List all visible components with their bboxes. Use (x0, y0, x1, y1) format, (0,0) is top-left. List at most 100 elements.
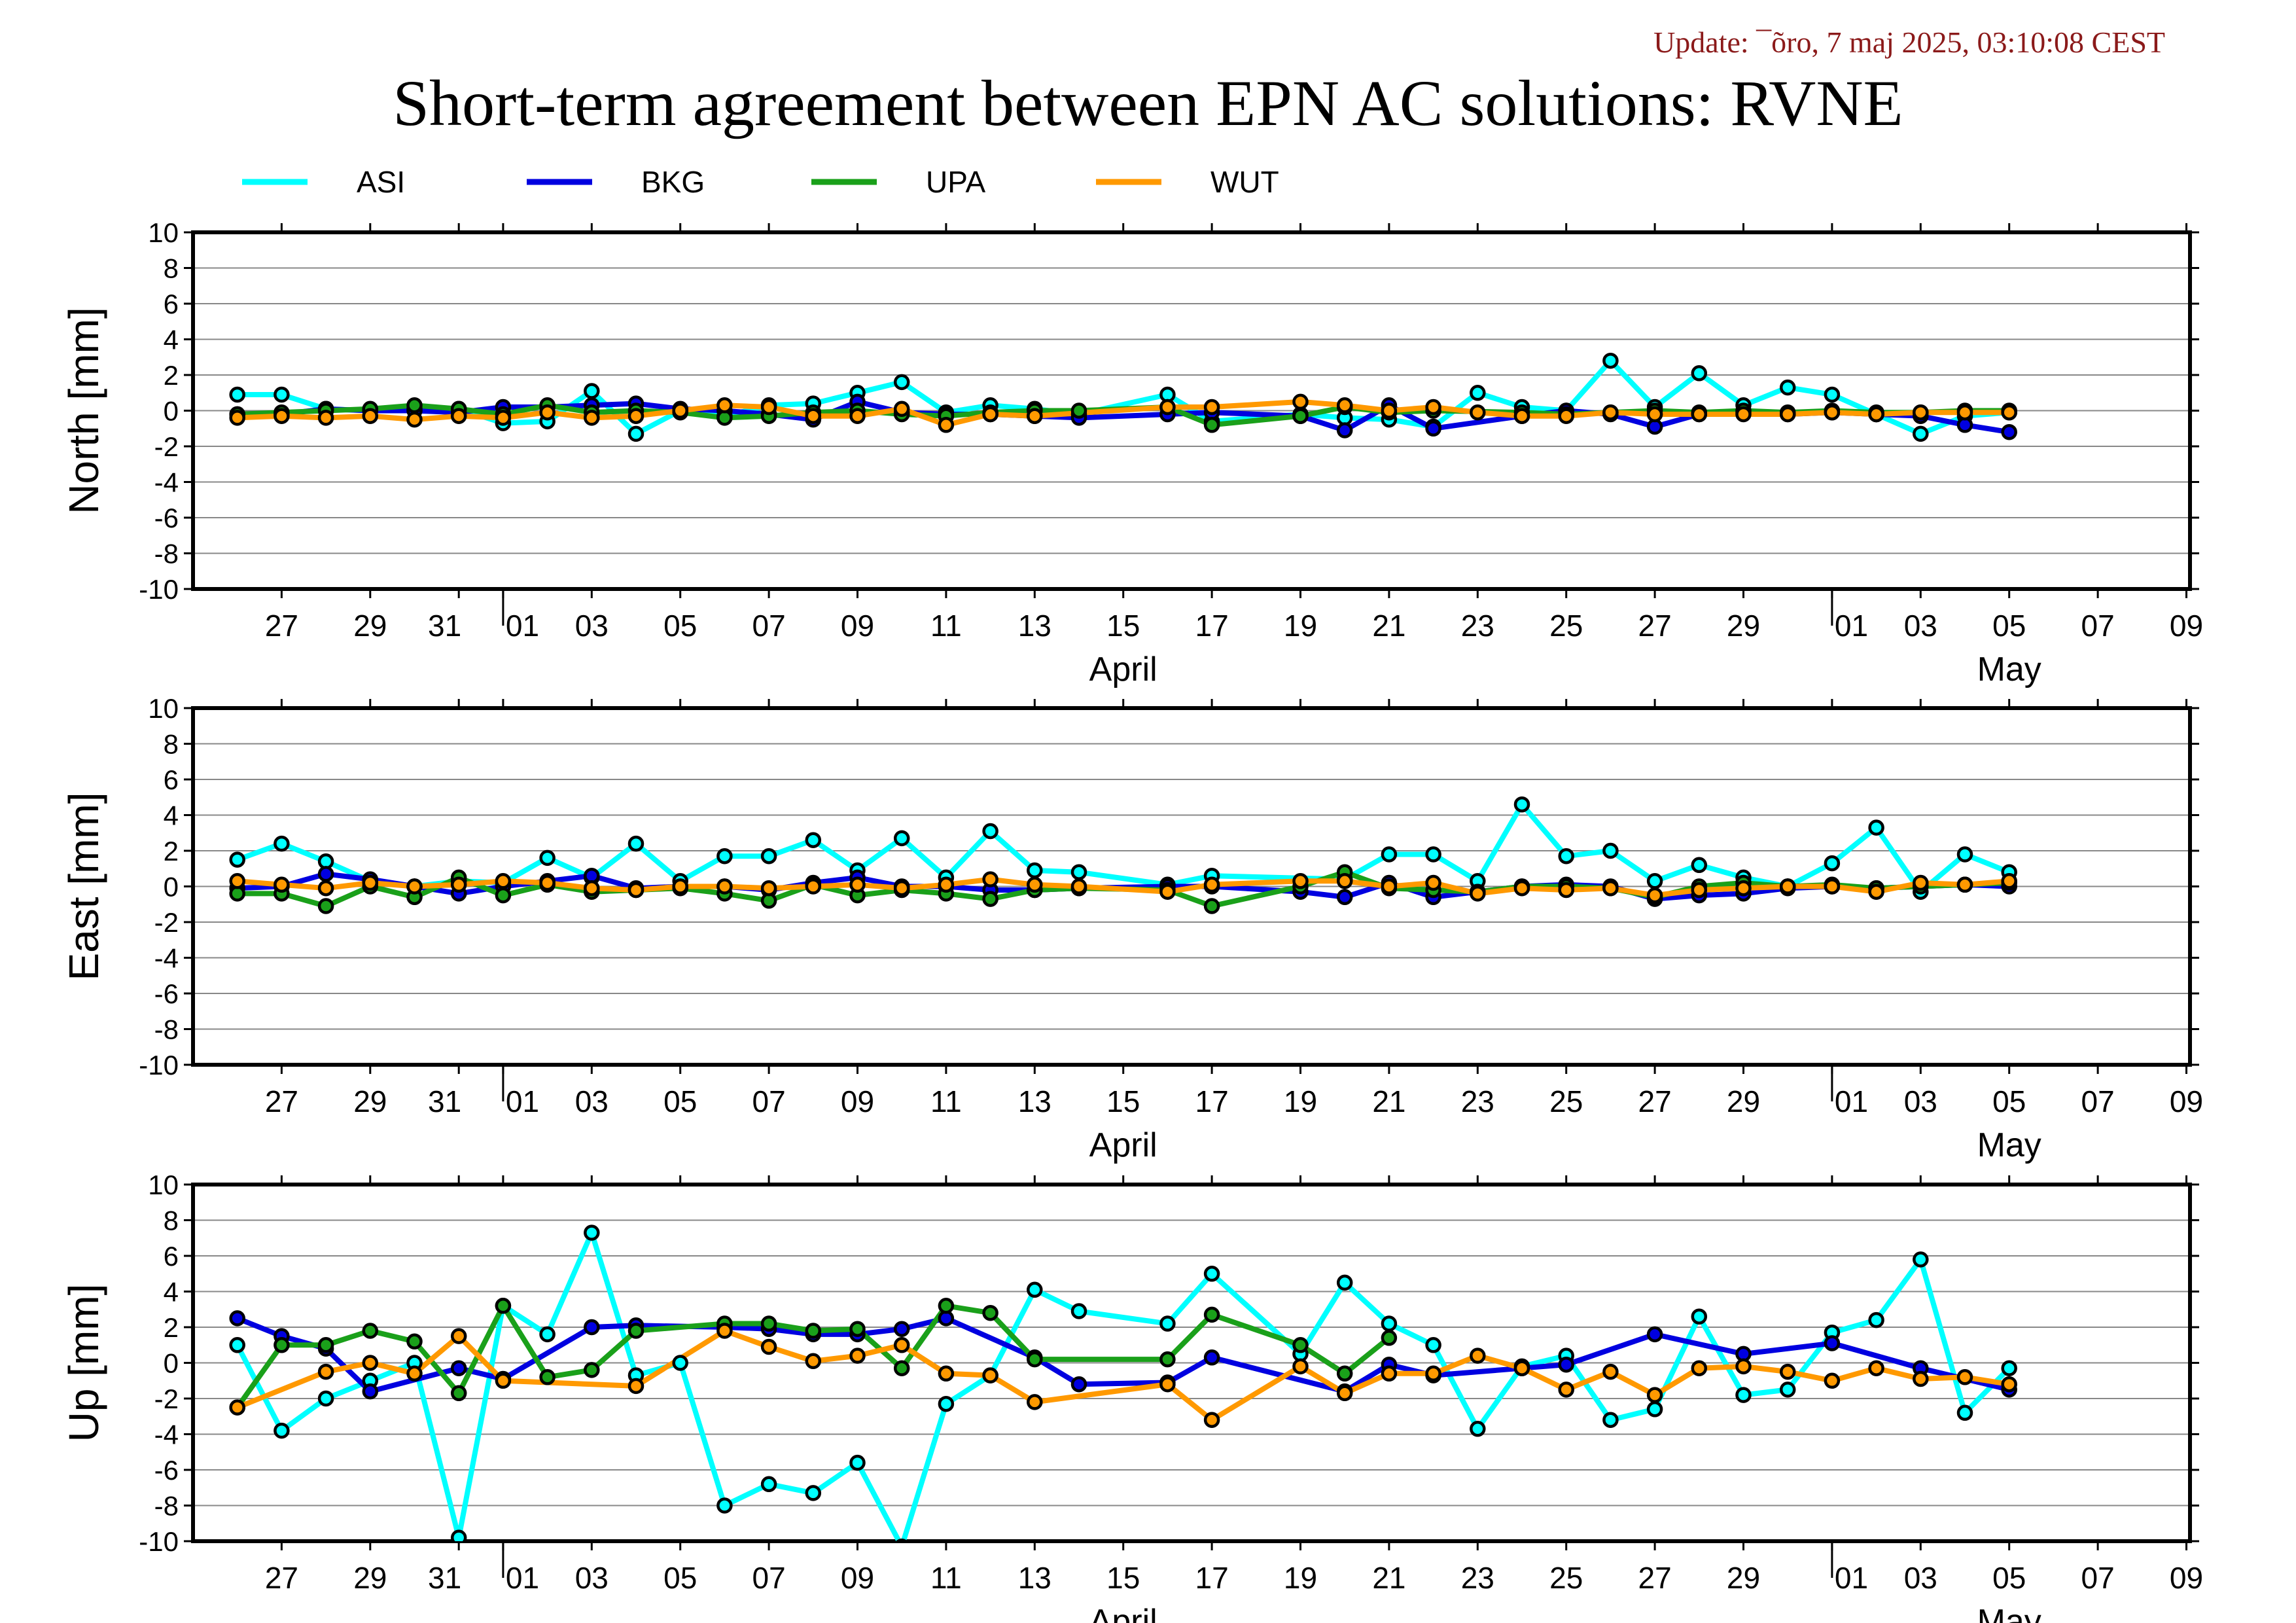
data-point-wut (450, 876, 467, 893)
y-tick-label: -10 (139, 1050, 179, 1080)
x-tick-label: 09 (841, 609, 874, 643)
data-point-asi (1691, 365, 1708, 382)
y-tick-label: -6 (154, 1455, 179, 1486)
data-point-asi (1868, 819, 1884, 836)
data-point-asi (1070, 1303, 1087, 1319)
series-group (229, 1224, 2017, 1541)
data-point-wut (362, 1355, 379, 1371)
data-point-wut (1868, 406, 1884, 423)
data-point-upa (1292, 408, 1309, 424)
series-group (229, 796, 2017, 914)
data-point-wut (1425, 399, 1441, 416)
data-point-wut (760, 880, 777, 897)
x-tick-label: 09 (841, 1084, 874, 1118)
data-point-wut (1203, 876, 1220, 893)
data-point-asi (1913, 425, 1929, 442)
data-point-wut (495, 410, 512, 426)
y-tick-label: 8 (164, 253, 179, 284)
data-point-asi (1868, 1311, 1884, 1329)
data-point-asi (1956, 1404, 1973, 1421)
data-point-wut (1513, 408, 1530, 424)
data-point-wut (1779, 1363, 1796, 1380)
legend-label-upa: UPA (926, 165, 985, 199)
data-point-wut (1470, 1347, 1486, 1364)
data-point-wut (1956, 404, 1973, 421)
x-tick-label: 05 (1992, 609, 2026, 643)
data-point-upa (760, 1315, 777, 1332)
x-tick-label: 07 (2081, 609, 2115, 643)
x-tick-label: 01 (506, 1084, 539, 1118)
data-point-asi (896, 1538, 908, 1541)
data-point-wut (450, 1328, 467, 1344)
data-point-wut (1558, 1382, 1574, 1398)
data-point-asi (982, 823, 998, 840)
y-tick-label: 10 (148, 217, 179, 248)
data-point-upa (362, 1323, 379, 1339)
x-tick-label: 09 (2170, 609, 2203, 643)
data-point-asi (229, 1337, 245, 1353)
data-point-asi (1070, 864, 1087, 880)
data-point-wut (1646, 1387, 1663, 1403)
x-tick-label: 05 (663, 609, 697, 643)
data-point-wut (1691, 406, 1708, 423)
y-axis-label: Up [mm] (60, 1284, 107, 1442)
data-point-wut (938, 417, 955, 433)
x-tick-label: 31 (428, 1561, 461, 1595)
x-tick-label: 15 (1106, 609, 1140, 643)
data-point-wut (317, 1363, 334, 1380)
y-tick-label: -4 (154, 467, 179, 498)
x-tick-label: 01 (506, 609, 539, 643)
x-tick-label: 19 (1284, 609, 1317, 643)
data-point-wut (672, 878, 688, 895)
data-point-bkg (893, 1321, 910, 1337)
x-tick-label: 15 (1106, 1084, 1140, 1118)
x-tick-label: 29 (353, 609, 387, 643)
data-point-asi (1956, 846, 1973, 863)
data-point-upa (450, 1385, 467, 1402)
data-point-wut (1292, 393, 1309, 410)
legend-entry-bkg: BKG (527, 165, 705, 199)
data-point-asi (1470, 385, 1486, 401)
x-tick-label: 31 (428, 609, 461, 643)
x-tick-label: 27 (265, 1561, 298, 1595)
month-label: May (1977, 1126, 2041, 1164)
y-tick-label: 6 (164, 764, 179, 795)
y-tick-label: -4 (154, 1419, 179, 1450)
data-point-wut (1159, 883, 1176, 900)
x-tick-label: 29 (353, 1084, 387, 1118)
data-point-asi (1824, 855, 1841, 872)
data-point-wut (274, 876, 290, 893)
data-point-asi (849, 1454, 866, 1471)
x-tick-label: 21 (1372, 1561, 1405, 1595)
data-point-bkg (1070, 1376, 1087, 1393)
x-tick-label: 05 (663, 1561, 697, 1595)
month-label: May (1977, 1603, 2041, 1623)
data-point-asi (627, 835, 645, 852)
data-point-asi (805, 832, 822, 848)
data-point-asi (1425, 846, 1441, 863)
data-point-asi (1735, 1387, 1752, 1403)
y-tick-label: 10 (148, 693, 179, 724)
x-tick-label: 03 (575, 1561, 609, 1595)
y-axis-label: North [mm] (60, 307, 107, 514)
x-tick-label: 19 (1284, 1561, 1317, 1595)
data-point-wut (760, 399, 777, 416)
x-tick-label: 01 (1835, 609, 1868, 643)
series-group (229, 352, 2017, 442)
y-tick-label: 6 (164, 1241, 179, 1272)
x-tick-label: 13 (1018, 609, 1051, 643)
data-point-asi (584, 383, 600, 399)
data-point-wut (1381, 878, 1398, 895)
y-tick-label: -10 (139, 574, 179, 605)
data-point-asi (1027, 1281, 1043, 1298)
data-point-wut (1646, 887, 1663, 904)
data-point-asi (938, 1395, 955, 1412)
x-tick-label: 05 (1992, 1561, 2026, 1595)
data-point-wut (495, 1372, 512, 1389)
y-tick-label: -2 (154, 907, 179, 938)
data-point-wut (1735, 880, 1752, 897)
data-point-asi (1691, 857, 1708, 874)
data-point-wut (1913, 874, 1929, 891)
data-point-asi (716, 1497, 733, 1514)
data-point-wut (1292, 1358, 1309, 1375)
